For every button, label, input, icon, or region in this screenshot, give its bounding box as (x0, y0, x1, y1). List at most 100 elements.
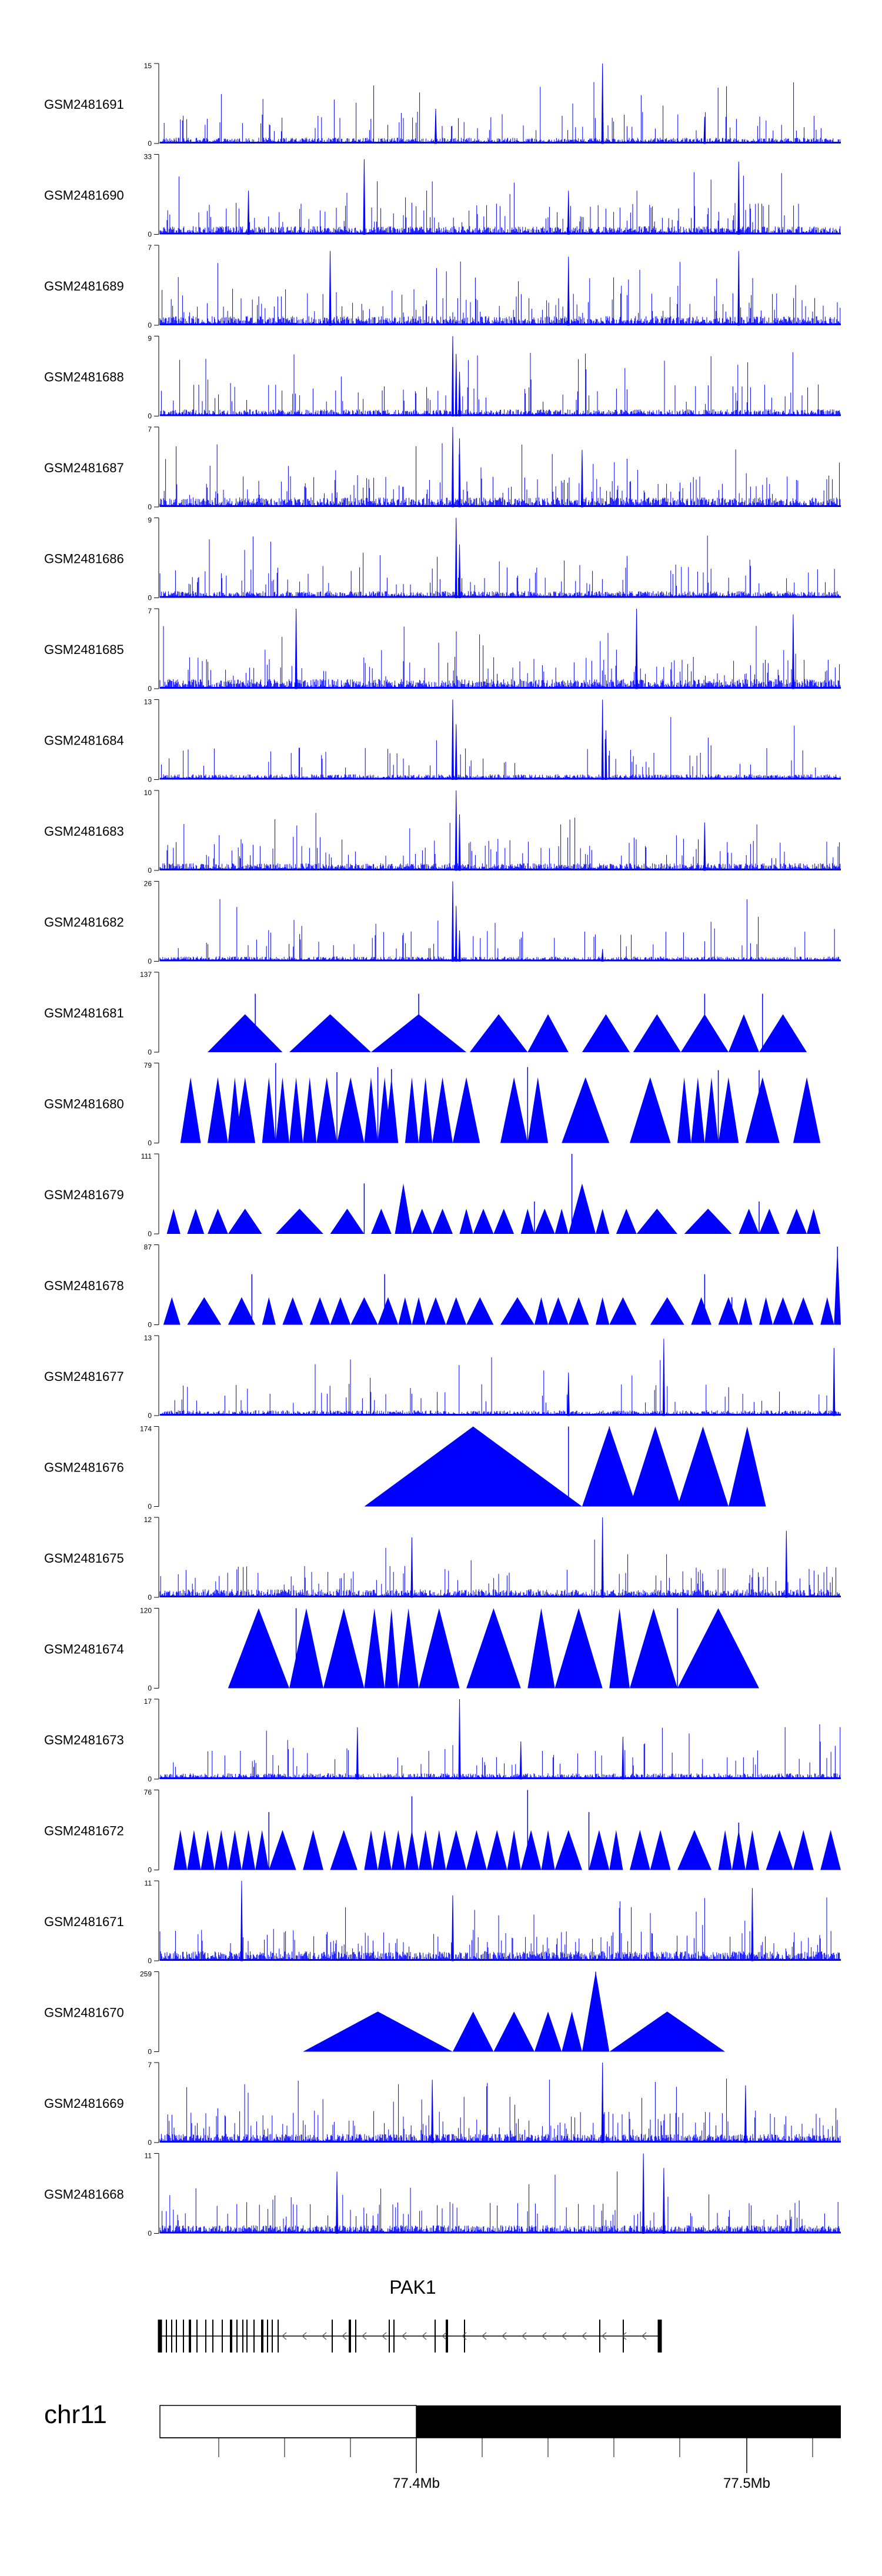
signal-triangle (759, 1297, 773, 1325)
signal-triangle (500, 1077, 528, 1143)
track-label: GSM2481671 (44, 1914, 124, 1929)
track-GSM2481682: GSM2481682 26 0 (44, 880, 841, 966)
track-label: GSM2481672 (44, 1824, 124, 1838)
gene-exon (272, 2320, 273, 2353)
signal-triangle (820, 1830, 841, 1870)
track-GSM2481676: GSM2481676 174 0 (44, 1425, 766, 1511)
signal-triangle (520, 1830, 542, 1870)
signal-triangle (786, 1209, 807, 1234)
gene-exon (212, 2320, 213, 2353)
signal-triangle (364, 1608, 385, 1689)
signal-triangle (596, 1209, 610, 1234)
signal-peak (458, 814, 461, 871)
signal-triangle (180, 1077, 201, 1143)
signal-peak (791, 614, 794, 689)
chromosome-ideogram: chr11 77.4Mb 77.5Mb (44, 2400, 841, 2491)
signal-triangle (262, 1077, 276, 1143)
signal-peak (642, 2153, 645, 2234)
track-ymin-label: 0 (148, 1503, 152, 1511)
signal-triangle (589, 1830, 610, 1870)
signal-triangle (163, 1297, 181, 1325)
strand-arrow (322, 2332, 327, 2340)
track-GSM2481673: GSM2481673 17 0 (44, 1697, 841, 1783)
track-label: GSM2481690 (44, 188, 124, 203)
strand-arrow (542, 2332, 547, 2340)
signal-triangle (609, 2011, 726, 2052)
track-GSM2481670: GSM2481670 259 0 (44, 1970, 726, 2056)
strand-arrow (522, 2332, 527, 2340)
track-ymin-label: 0 (148, 1412, 152, 1420)
signal-triangle (364, 1077, 378, 1143)
track-label: GSM2481688 (44, 370, 124, 385)
signal-peak (455, 518, 457, 598)
axis-minor-ticks (218, 2438, 813, 2457)
signal-triangle (520, 1209, 534, 1234)
track-label: GSM2481673 (44, 1733, 124, 1747)
track-ymax-label: 7 (148, 243, 152, 252)
track-label: GSM2481683 (44, 824, 124, 839)
track-ymin-label: 0 (148, 2138, 152, 2147)
signal-triangle (405, 1077, 419, 1143)
track-ymin-label: 0 (148, 1593, 152, 1601)
signal-baseline (160, 232, 841, 235)
signal-triangle (187, 1830, 201, 1870)
signal-triangle (554, 1209, 569, 1234)
track-GSM2481669: GSM2481669 7 0 (44, 2061, 841, 2147)
track-GSM2481668: GSM2481668 11 0 (44, 2152, 841, 2238)
signal-triangle (377, 1830, 392, 1870)
axis-label-77.5: 77.5Mb (723, 2475, 770, 2491)
track-ymin-label: 0 (148, 685, 152, 693)
track-ymax-label: 26 (144, 880, 152, 888)
signal-triangle (473, 1209, 494, 1234)
signal-triangle (330, 1830, 358, 1870)
signal-triangle (459, 1209, 473, 1234)
signal-triangle (446, 1830, 467, 1870)
track-ymax-label: 13 (144, 698, 152, 706)
track-ymin-label: 0 (148, 2048, 152, 2056)
signal-triangle (425, 1297, 446, 1325)
track-label: GSM2481691 (44, 97, 124, 112)
signal-peak (247, 191, 250, 235)
signal-triangle (793, 1830, 814, 1870)
signal-peak (431, 2080, 434, 2143)
strand-arrow (302, 2332, 307, 2340)
signal-triangle (609, 1830, 623, 1870)
track-GSM2481671: GSM2481671 11 0 (44, 1879, 841, 1965)
track-ymin-label: 0 (148, 231, 152, 239)
signal-triangle (446, 1297, 467, 1325)
signal-triangle (493, 1209, 514, 1234)
signal-triangle (412, 1297, 426, 1325)
signal-peak (833, 1347, 836, 1416)
track-ymin-label: 0 (148, 412, 152, 421)
gene-exon (393, 2320, 395, 2353)
signal-triangle (568, 1183, 596, 1234)
signal-peak (451, 699, 454, 780)
track-ymin-label: 0 (148, 594, 152, 602)
track-label: GSM2481689 (44, 279, 124, 293)
signal-trace (159, 813, 841, 870)
track-ymin-label: 0 (148, 1684, 152, 1693)
signal-trace (159, 1724, 841, 1779)
track-label: GSM2481674 (44, 1642, 124, 1657)
track-label: GSM2481680 (44, 1097, 124, 1112)
strand-arrow (502, 2332, 507, 2340)
signal-triangle (303, 1830, 323, 1870)
strand-arrow (402, 2332, 407, 2340)
signal-triangle (766, 1830, 793, 1870)
signal-peak (336, 2171, 339, 2234)
gene-exon (189, 2320, 191, 2353)
signal-peak (737, 161, 740, 235)
track-ymin-label: 0 (148, 1957, 152, 1965)
signal-peak (363, 159, 366, 235)
strand-arrow (642, 2332, 647, 2340)
gene-exon (355, 2320, 356, 2353)
signal-triangle (630, 1608, 678, 1689)
signal-peak (295, 608, 298, 689)
track-label: GSM2481684 (44, 733, 124, 748)
track-ymax-label: 15 (144, 62, 152, 70)
signal-triangle (745, 1830, 760, 1870)
signal-trace (159, 443, 841, 507)
track-ymin-label: 0 (148, 1230, 152, 1238)
signal-peak (567, 191, 570, 235)
track-ymax-label: 259 (140, 1970, 152, 1978)
